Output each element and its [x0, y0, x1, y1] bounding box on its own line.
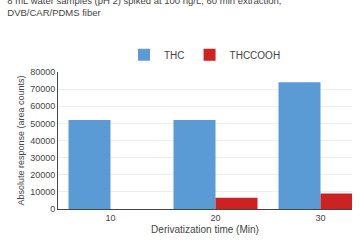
svg-text:40000: 40000: [30, 136, 55, 146]
svg-text:20: 20: [210, 213, 220, 223]
svg-text:30000: 30000: [30, 153, 55, 163]
svg-text:30: 30: [315, 213, 325, 223]
svg-text:20000: 20000: [30, 170, 55, 180]
svg-text:60000: 60000: [30, 101, 55, 111]
svg-text:Derivatization time (Min): Derivatization time (Min): [151, 224, 259, 235]
svg-text:80000: 80000: [30, 67, 55, 77]
svg-text:70000: 70000: [30, 84, 55, 94]
svg-text:Absolute response (area counts: Absolute response (area counts): [16, 75, 26, 205]
svg-text:THC: THC: [164, 50, 185, 61]
svg-text:0: 0: [50, 204, 55, 214]
svg-text:THCCOOH: THCCOOH: [230, 50, 281, 61]
svg-text:8 mL water samples (pH 2) spik: 8 mL water samples (pH 2) spiked at 100 …: [7, 0, 281, 18]
svg-text:10000: 10000: [30, 187, 55, 197]
svg-text:10: 10: [105, 213, 115, 223]
svg-text:50000: 50000: [30, 119, 55, 129]
